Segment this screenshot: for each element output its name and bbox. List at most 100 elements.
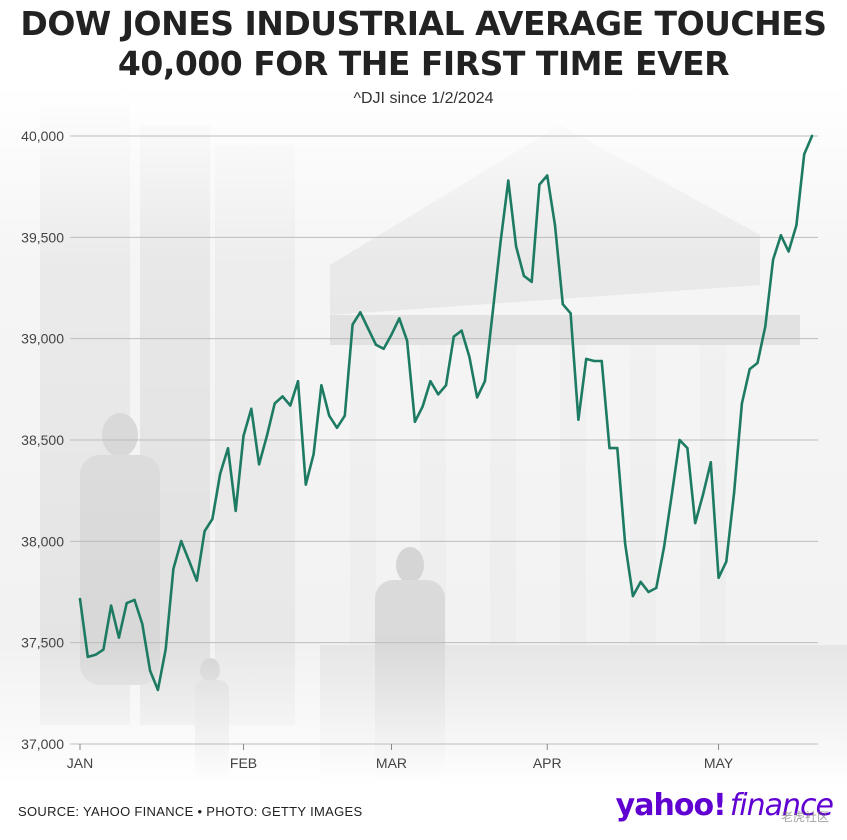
y-tick-label: 37,500 [21, 635, 64, 651]
x-tick-label: MAR [376, 755, 407, 771]
data-point [577, 418, 580, 421]
data-point [655, 586, 658, 590]
y-tick-label: 38,000 [21, 533, 64, 549]
data-point [320, 384, 323, 387]
data-point [771, 258, 775, 261]
data-point [312, 452, 315, 456]
series-group [78, 134, 814, 692]
data-point [647, 590, 650, 594]
data-point [125, 601, 128, 605]
data-point [452, 335, 455, 338]
data-point [172, 567, 175, 571]
data-point [78, 597, 82, 601]
x-tick-label: JAN [67, 755, 93, 771]
data-point [507, 179, 510, 182]
data-point [390, 333, 393, 336]
y-tick-label: 37,000 [21, 736, 64, 752]
y-axis-ticks: 37,000 37,500 38,000 38,500 39,000 39,500 40,0… [21, 128, 64, 752]
data-point [351, 323, 354, 326]
data-point [289, 404, 292, 407]
data-point [398, 317, 401, 320]
data-point [616, 446, 619, 450]
data-point [413, 420, 417, 423]
data-point [740, 402, 744, 405]
data-point [94, 653, 97, 657]
data-point [366, 327, 370, 330]
data-point [141, 622, 144, 626]
data-point [538, 183, 541, 186]
data-point [296, 380, 300, 383]
data-point [421, 405, 424, 408]
data-point [468, 355, 471, 359]
data-point [444, 384, 448, 387]
data-point [514, 245, 518, 248]
data-point [180, 539, 183, 543]
watermark: 老虎社区 [780, 810, 829, 824]
y-tick-label: 39,000 [21, 331, 64, 347]
data-point [600, 359, 603, 363]
data-point [429, 380, 432, 383]
data-point [343, 414, 346, 417]
data-point [608, 446, 611, 450]
data-point [764, 325, 767, 328]
x-tick-label: APR [533, 755, 562, 771]
data-point [693, 521, 697, 525]
brand-sub: finance [729, 788, 834, 823]
data-point [164, 647, 167, 651]
data-point [553, 223, 557, 227]
data-point [335, 426, 339, 430]
data-point [491, 311, 494, 314]
data-point [631, 594, 635, 598]
data-point [156, 688, 160, 692]
data-point [437, 393, 440, 396]
background-photo [0, 85, 847, 785]
data-point [732, 491, 736, 494]
data-point [670, 493, 674, 496]
data-point [382, 347, 385, 350]
data-point [374, 343, 378, 346]
data-point [218, 472, 222, 475]
data-point [803, 153, 806, 156]
data-point [460, 329, 463, 332]
data-point [623, 542, 627, 545]
chart-subtitle: ^DJI since 1/2/2024 [353, 90, 494, 107]
data-point [405, 339, 409, 342]
data-point [257, 463, 261, 466]
series-line-dji [78, 134, 814, 692]
data-point [787, 250, 790, 253]
data-point [678, 438, 681, 442]
brand-main: yahoo! [615, 788, 727, 823]
data-point [584, 357, 588, 361]
data-point [304, 483, 308, 486]
yahoo-finance-logo: yahoo! finance [615, 788, 834, 823]
chart-title: DOW JONES INDUSTRIAL AVERAGE TOUCHES 40,… [20, 4, 827, 83]
data-point [756, 361, 759, 365]
data-point [639, 580, 642, 584]
data-point [195, 579, 199, 582]
y-tick-label: 39,500 [21, 229, 64, 245]
data-point [701, 493, 705, 496]
data-point [234, 509, 237, 513]
data-point [117, 636, 121, 639]
data-point [725, 560, 728, 563]
data-point [211, 517, 214, 521]
x-tick-label: FEB [230, 755, 257, 771]
data-point [102, 648, 105, 651]
data-point [561, 303, 565, 306]
data-point [530, 280, 533, 284]
data-point [250, 407, 253, 410]
data-point [148, 669, 152, 673]
grid-lines [70, 135, 818, 745]
data-point [133, 598, 136, 602]
data-point [203, 530, 206, 533]
data-point [569, 312, 572, 315]
x-axis-ticks: JAN FEB MAR APR MAY [67, 744, 734, 771]
data-point [226, 447, 230, 450]
data-point [795, 223, 798, 227]
data-point [810, 134, 814, 138]
data-point [709, 461, 712, 464]
data-point [265, 434, 269, 438]
data-point [717, 576, 720, 580]
data-point [281, 395, 284, 398]
